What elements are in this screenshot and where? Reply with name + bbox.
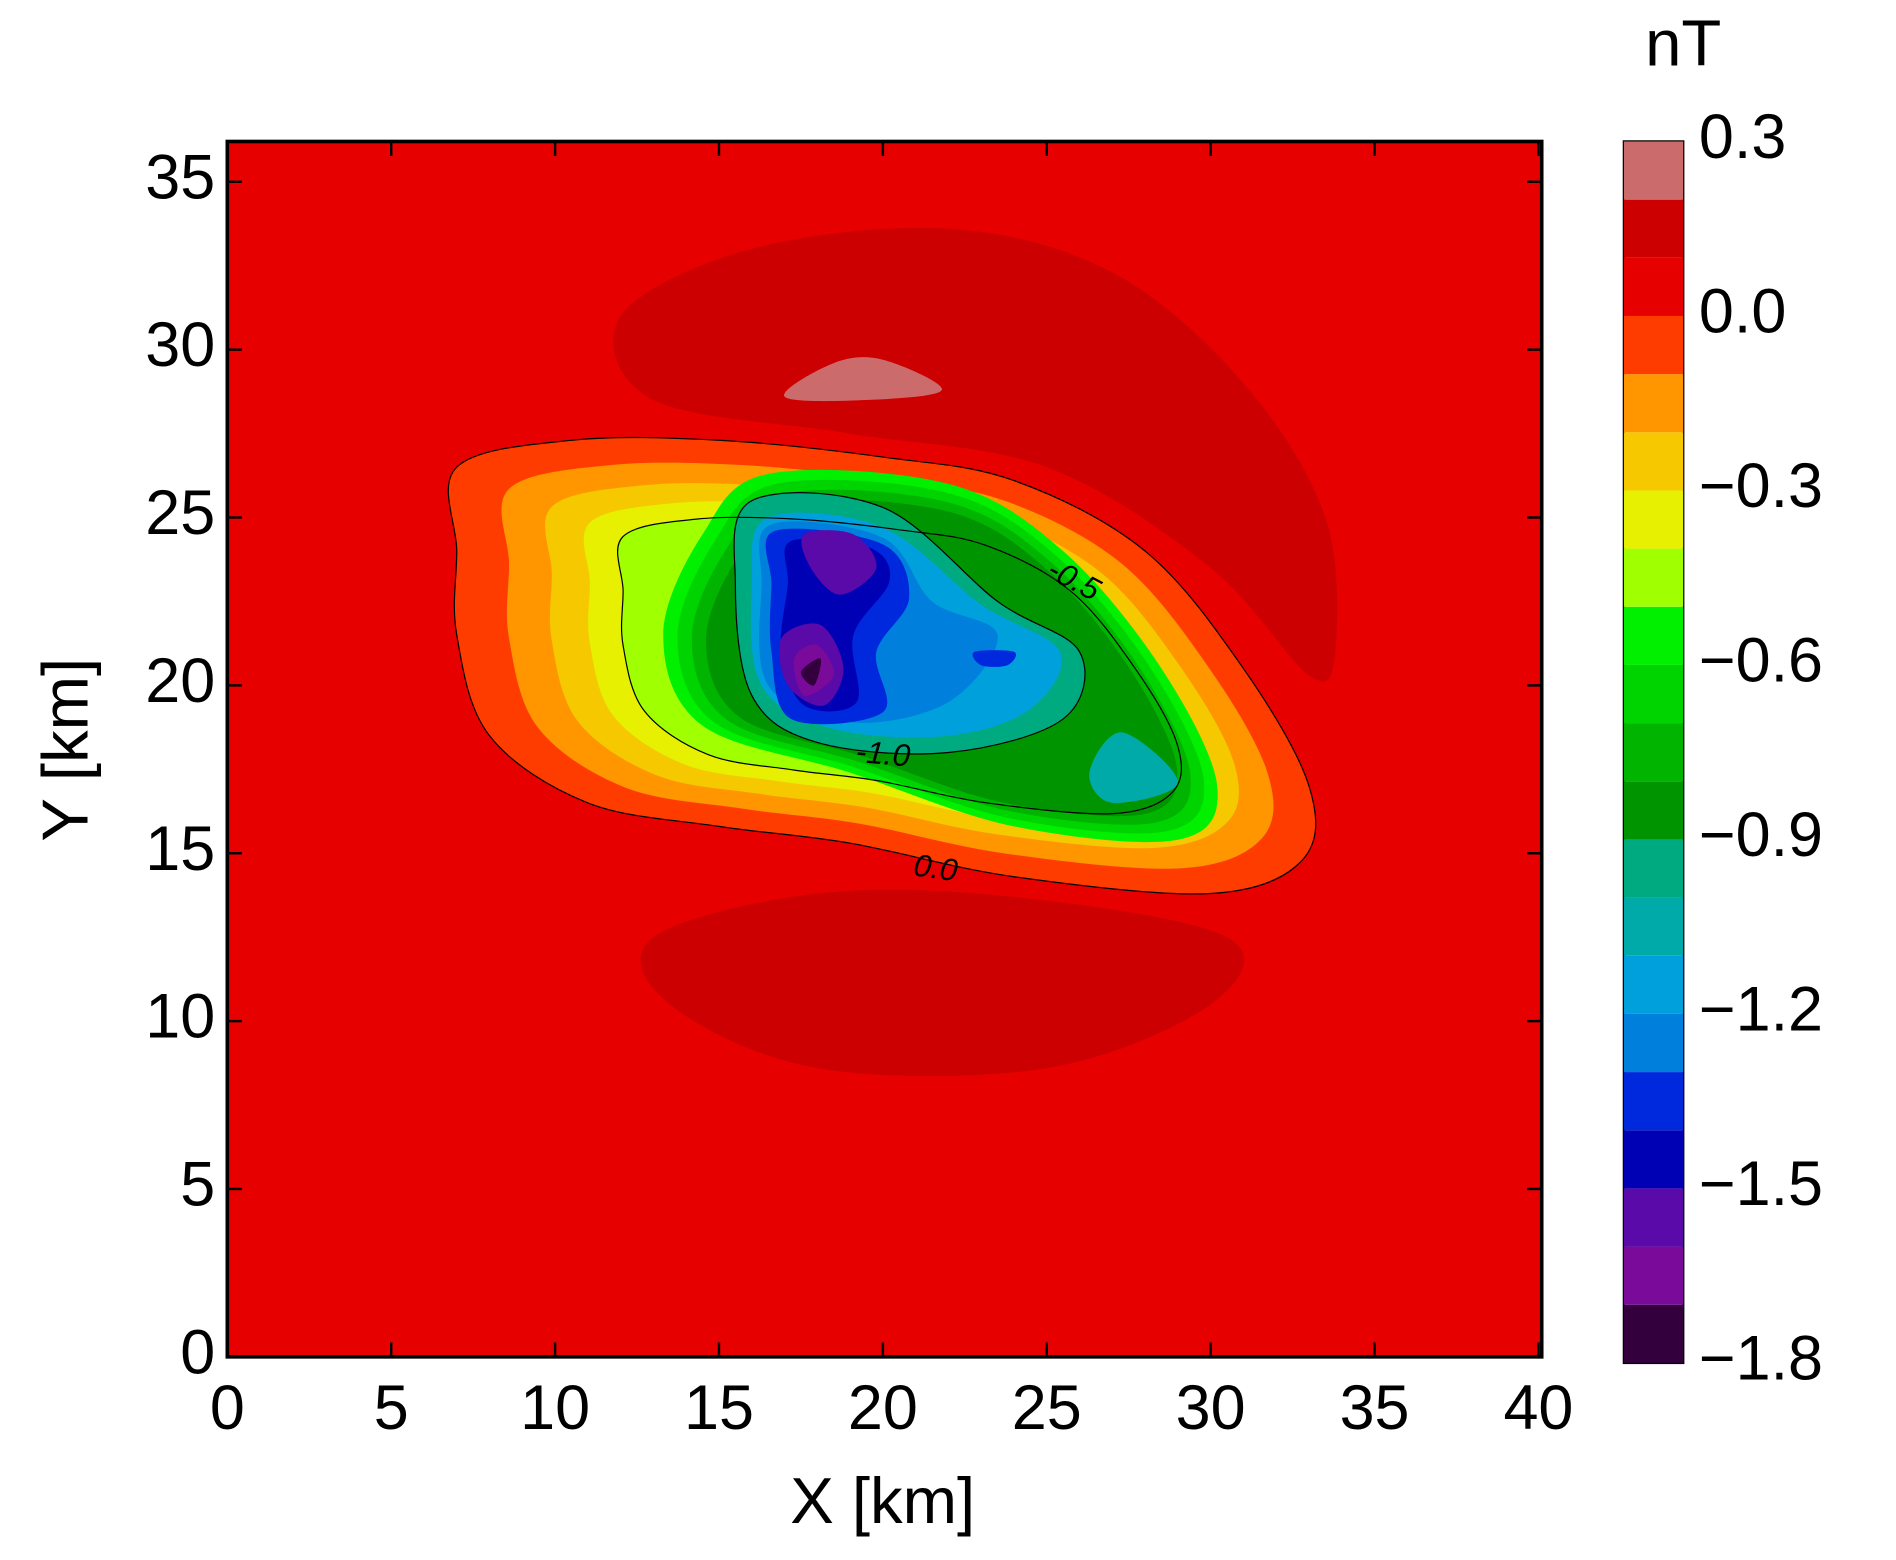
y-tick-label: 35 <box>145 142 215 212</box>
plot-frame <box>225 139 1544 1359</box>
x-tick-label: 40 <box>1503 1373 1573 1443</box>
y-tick-label: 15 <box>145 814 215 884</box>
colorbar-band <box>1623 1304 1684 1363</box>
y-axis-label: Y [km] <box>28 658 101 842</box>
contour-region <box>1089 732 1178 804</box>
colorbar-band <box>1623 315 1684 375</box>
contour-region <box>801 530 877 595</box>
x-tick-label: 15 <box>684 1373 754 1443</box>
colorbar-band <box>1623 664 1684 724</box>
colorbar-band <box>1623 1130 1684 1189</box>
colorbar-band <box>1623 1246 1684 1305</box>
colorbar-tick-label: −0.3 <box>1699 451 1823 521</box>
y-tick-label: 0 <box>180 1317 215 1387</box>
contour-field <box>227 141 1542 1357</box>
colorbar-band <box>1623 1013 1684 1073</box>
colorbar-band <box>1623 955 1684 1014</box>
colorbar-tick-label: 0.0 <box>1699 277 1786 347</box>
contour-region <box>800 658 822 686</box>
colorbar-band <box>1623 141 1684 200</box>
colorbar-band <box>1623 374 1684 433</box>
colorbar-band <box>1623 432 1684 491</box>
contour-line <box>733 492 1086 755</box>
colorbar-band <box>1623 897 1684 956</box>
contour-region <box>613 227 1338 682</box>
x-axis-label: X [km] <box>790 1464 975 1537</box>
colorbar-band <box>1623 1188 1684 1247</box>
colorbar-band <box>1623 723 1684 782</box>
colorbar-band <box>1623 490 1684 549</box>
x-tick-label: 35 <box>1340 1373 1410 1443</box>
y-tick-label: 25 <box>145 478 215 548</box>
contour-lines <box>447 436 1317 895</box>
colorbar-tick-label: 0.3 <box>1699 102 1786 172</box>
contour-line <box>447 436 1317 895</box>
contour-region <box>972 650 1017 667</box>
y-tick-label: 10 <box>145 982 215 1052</box>
colorbar-band <box>1623 199 1684 258</box>
colorbar-tick-label: −0.6 <box>1699 626 1823 696</box>
colorbar-band <box>1623 781 1684 840</box>
x-tick-label: 0 <box>210 1373 245 1443</box>
x-tick-label: 30 <box>1176 1373 1246 1443</box>
x-tick-label: 20 <box>848 1373 918 1443</box>
contour-label: -1.0 <box>855 734 913 774</box>
contour-line <box>617 516 1182 815</box>
x-tick-label: 5 <box>374 1373 409 1443</box>
colorbar-tick-label: −1.2 <box>1699 975 1823 1045</box>
x-tick-label: 25 <box>1012 1373 1082 1443</box>
colorbar-band <box>1623 1072 1684 1131</box>
colorbar-band <box>1623 548 1684 607</box>
colorbar-band <box>1623 606 1684 665</box>
contour-region <box>640 889 1245 1077</box>
y-tick-label: 30 <box>145 310 215 380</box>
y-tick-label: 20 <box>145 646 215 716</box>
x-tick-label: 10 <box>520 1373 590 1443</box>
contour-label: 0.0 <box>912 847 961 888</box>
colorbar-tick-label: −0.9 <box>1699 800 1823 870</box>
colorbar-tick-label: −1.5 <box>1699 1149 1823 1219</box>
contour-region <box>784 357 943 402</box>
colorbar-tick-label: −1.8 <box>1699 1323 1823 1393</box>
colorbar-band <box>1623 839 1684 898</box>
y-tick-label: 5 <box>180 1150 215 1220</box>
colorbar-band <box>1623 257 1684 316</box>
colorbar-label: nT <box>1645 7 1721 80</box>
